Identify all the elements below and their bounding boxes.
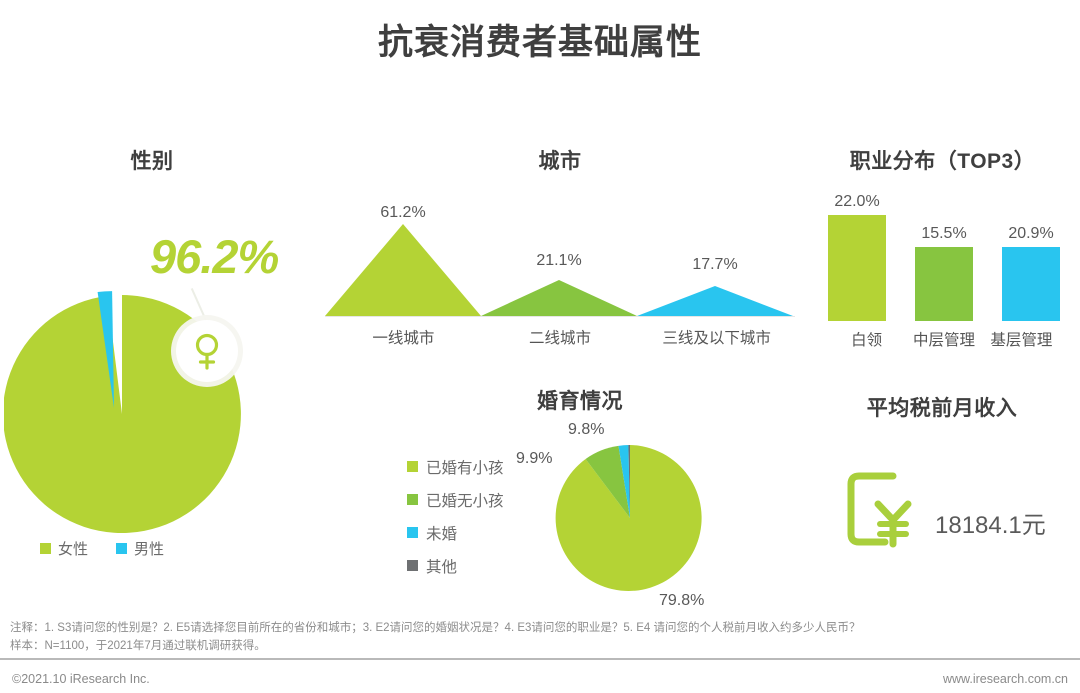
pie-slice-male	[97, 291, 114, 408]
occupation-label-white-collar: 白领	[851, 332, 883, 349]
legend-item-male: 男性	[116, 538, 164, 559]
legend-label-other: 其他	[426, 558, 458, 576]
city-label-tier2: 二线城市	[529, 330, 592, 347]
section-title-city: 城市	[538, 150, 582, 173]
page-title: 抗衰消费者基础属性	[377, 23, 702, 62]
occupation-bar-middle-mgmt	[915, 247, 973, 321]
footer-copyright: ©2021.10 iResearch Inc.	[12, 671, 150, 686]
city-peak-tier3	[637, 286, 793, 316]
city-value-tier1: 61.2%	[380, 204, 426, 221]
occupation-column-white-collar: 22.0%	[828, 185, 886, 321]
pie-slice-married-with-kids	[555, 445, 702, 591]
legend-swatch-unmarried	[407, 527, 418, 538]
occupation-value-white-collar: 22.0%	[834, 193, 880, 210]
female-venus-icon	[195, 333, 219, 370]
occupation-label-middle-mgmt: 中层管理	[912, 332, 975, 349]
marriage-pie-chart	[555, 443, 705, 593]
occupation-bar-junior-mgmt	[1002, 247, 1060, 321]
occupation-column-junior-mgmt: 20.9%	[1002, 185, 1060, 321]
footer: ©2021.10 iResearch Inc. www.iresearch.co…	[0, 664, 1080, 693]
legend-item-married-with-kids: 已婚有小孩	[407, 450, 504, 483]
city-label-row: 一线城市 二线城市 三线及以下城市	[325, 326, 795, 348]
legend-item-other: 其他	[407, 549, 504, 582]
footer-divider	[0, 658, 1080, 660]
female-badge	[176, 320, 238, 382]
occupation-label-junior-mgmt: 基层管理	[990, 332, 1053, 349]
occupation-column-middle-mgmt: 15.5%	[915, 185, 973, 321]
gender-highlight-value: 96.2%	[150, 230, 279, 283]
section-title-marriage: 婚育情况	[537, 390, 623, 413]
legend-swatch-other	[407, 560, 418, 571]
occupation-value-middle-mgmt: 15.5%	[921, 225, 967, 242]
legend-label-married-no-kids: 已婚无小孩	[426, 492, 504, 510]
footnote: 注释：1. S3请问您的性别是？2. E5请选择您目前所在的省份和城市；3. E…	[10, 620, 1070, 656]
city-label-tier1: 一线城市	[372, 330, 435, 347]
wallet-yuan-icon	[845, 470, 921, 552]
gender-legend: 女性 男性	[40, 538, 192, 559]
marriage-legend: 已婚有小孩 已婚无小孩 未婚 其他	[407, 450, 504, 582]
occupation-bar-chart: 22.0% 15.5% 20.9%	[828, 185, 1060, 321]
city-peak-tier2	[481, 280, 637, 316]
occupation-label-row: 白领 中层管理 基层管理	[828, 328, 1060, 350]
section-title-income: 平均税前月收入	[866, 397, 1018, 420]
income-value: 18184.1元	[935, 512, 1046, 539]
marriage-value-married-nokids: 9.9%	[516, 450, 553, 467]
occupation-value-junior-mgmt: 20.9%	[1008, 225, 1054, 242]
section-title-gender: 性别	[130, 150, 174, 173]
legend-label-unmarried: 未婚	[426, 525, 458, 543]
footer-website[interactable]: www.iresearch.com.cn	[942, 671, 1068, 686]
section-title-occupation: 职业分布（TOP3）	[849, 150, 1036, 173]
legend-label-male: 男性	[134, 541, 165, 558]
city-peak-tier1	[325, 224, 481, 316]
footnote-line-2: 样本：N=1100，于2021年7月通过联机调研获得。	[10, 639, 266, 652]
legend-item-female: 女性	[40, 538, 88, 559]
pie-slice-unmarried	[618, 445, 630, 518]
city-label-tier3: 三线及以下城市	[662, 330, 771, 347]
legend-swatch-married-no-kids	[407, 494, 418, 505]
pie-slice-married-no-kids	[585, 445, 630, 518]
occupation-bar-white-collar	[828, 215, 886, 321]
legend-item-unmarried: 未婚	[407, 516, 504, 549]
footnote-line-1: 注释：1. S3请问您的性别是？2. E5请选择您目前所在的省份和城市；3. E…	[10, 622, 861, 634]
legend-item-married-no-kids: 已婚无小孩	[407, 483, 504, 516]
legend-swatch-male	[116, 543, 128, 554]
marriage-value-married-kids: 79.8%	[659, 592, 705, 609]
legend-swatch-female	[40, 543, 51, 554]
legend-swatch-married-with-kids	[407, 461, 418, 472]
legend-label-married-with-kids: 已婚有小孩	[426, 459, 504, 477]
city-area-chart	[325, 196, 795, 321]
city-value-tier2: 21.1%	[536, 252, 582, 269]
marriage-value-unmarried: 9.8%	[568, 421, 605, 438]
city-value-tier3: 17.7%	[692, 256, 738, 273]
legend-label-female: 女性	[58, 541, 89, 558]
